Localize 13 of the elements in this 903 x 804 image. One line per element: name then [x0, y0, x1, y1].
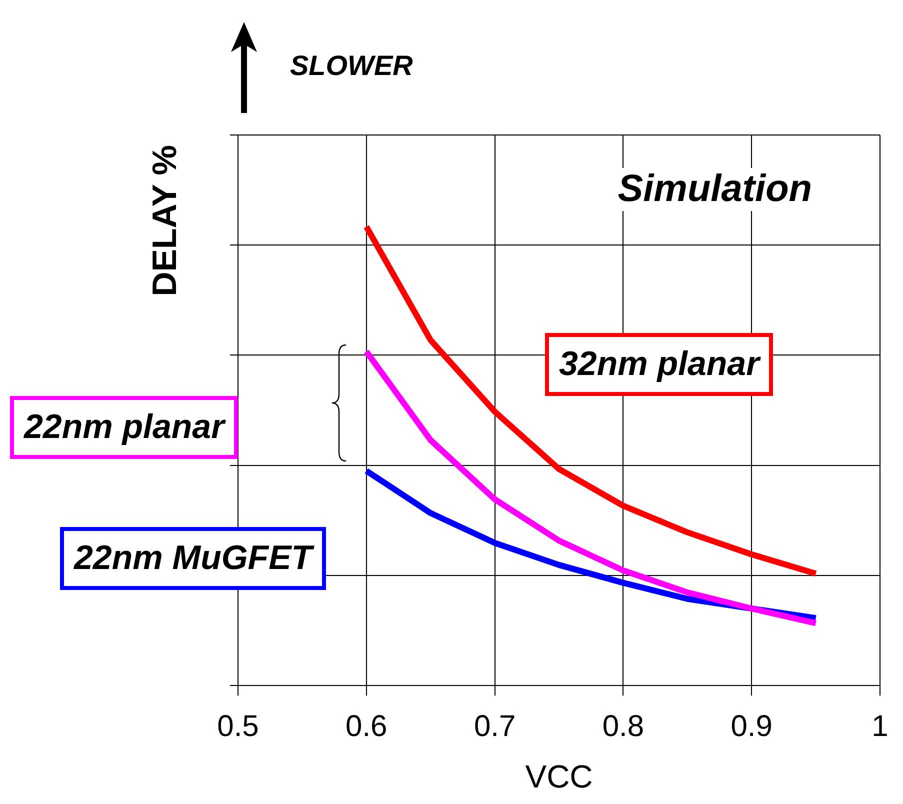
y-axis-title: DELAY %: [146, 145, 185, 296]
x-tick-label: 0.8: [602, 710, 644, 743]
x-tick-label: 1: [872, 710, 888, 743]
x-tick-label: 0.5: [217, 710, 259, 743]
series-label: 32nm planar: [545, 333, 774, 396]
text: Simulation: [616, 168, 814, 211]
text: 22nm planar: [10, 396, 238, 459]
x-tick-label: 0.7: [474, 710, 516, 743]
x-tick-label: 0.9: [730, 710, 772, 743]
text: SLOWER: [290, 50, 413, 82]
x-tick-label: 0.6: [346, 710, 388, 743]
text: 22nm MuGFET: [60, 527, 326, 590]
x-axis-title: VCC: [525, 758, 593, 795]
